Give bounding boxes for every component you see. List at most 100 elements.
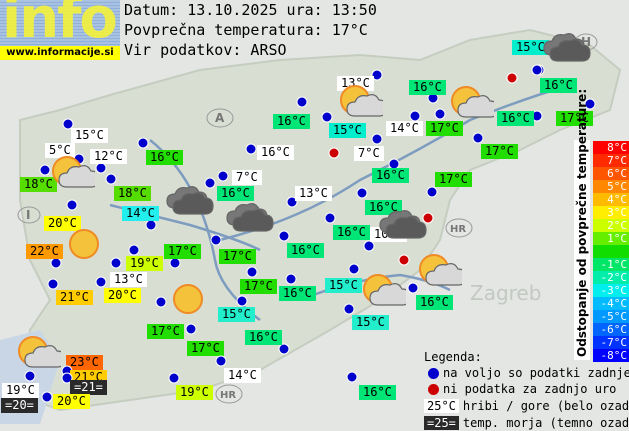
station-marker[interactable] bbox=[324, 212, 336, 224]
station-no-data-marker[interactable] bbox=[398, 254, 410, 266]
date-line: Datum: 13.10.2025 ura: 13:50 bbox=[124, 1, 377, 19]
station-marker[interactable] bbox=[434, 108, 446, 120]
temperature-label: 16°C bbox=[372, 168, 409, 183]
station-marker[interactable] bbox=[50, 257, 62, 269]
station-marker[interactable] bbox=[286, 196, 298, 208]
station-marker[interactable] bbox=[531, 64, 543, 76]
station-marker[interactable] bbox=[95, 276, 107, 288]
temperature-label: 22°C bbox=[26, 244, 63, 259]
scale-row bbox=[593, 245, 629, 258]
station-marker[interactable] bbox=[343, 303, 355, 315]
scale-row: -6°C bbox=[593, 323, 629, 336]
station-marker[interactable] bbox=[137, 137, 149, 149]
data-source-line: Vir podatkov: ARSO bbox=[124, 41, 287, 59]
station-marker[interactable] bbox=[95, 162, 107, 174]
station-marker[interactable] bbox=[236, 295, 248, 307]
temperature-label: 19°C bbox=[126, 256, 163, 271]
station-marker[interactable] bbox=[426, 186, 438, 198]
station-marker[interactable] bbox=[278, 230, 290, 242]
station-marker[interactable] bbox=[185, 323, 197, 335]
station-marker[interactable] bbox=[210, 234, 222, 246]
mountain-temperature-label: 16°C bbox=[257, 145, 294, 160]
station-marker[interactable] bbox=[356, 187, 368, 199]
station-marker[interactable] bbox=[105, 173, 117, 185]
city-label-zagreb: Zagreb bbox=[470, 281, 541, 305]
station-marker[interactable] bbox=[285, 273, 297, 285]
sun-cloud-icon bbox=[11, 333, 66, 377]
sun-cloud-icon bbox=[444, 83, 499, 127]
scale-row: 7°C bbox=[593, 154, 629, 167]
station-marker[interactable] bbox=[39, 164, 51, 176]
temperature-label: 21°C bbox=[56, 290, 93, 305]
country-label-croatia: HR bbox=[450, 224, 466, 235]
station-no-data-marker[interactable] bbox=[328, 147, 340, 159]
temperature-label: 17°C bbox=[219, 249, 256, 264]
scale-row: -8°C bbox=[593, 349, 629, 362]
mountain-temperature-label: 19°C bbox=[2, 383, 39, 398]
station-marker[interactable] bbox=[278, 343, 290, 355]
temperature-label: 16°C bbox=[359, 385, 396, 400]
sun-cloud-icon bbox=[333, 82, 388, 126]
sun-cloud-icon bbox=[356, 271, 411, 315]
station-marker[interactable] bbox=[363, 240, 375, 252]
station-marker[interactable] bbox=[472, 132, 484, 144]
legend-mountain-sample: 25°C bbox=[424, 399, 459, 413]
station-marker[interactable] bbox=[155, 296, 167, 308]
station-marker[interactable] bbox=[215, 355, 227, 367]
temperature-label: 18°C bbox=[20, 177, 57, 192]
country-label-austria: A bbox=[215, 111, 225, 125]
temperature-label: 16°C bbox=[365, 200, 402, 215]
station-marker[interactable] bbox=[245, 143, 257, 155]
legend-sea-sample: =25= bbox=[424, 416, 459, 430]
scale-row: -1°C bbox=[593, 258, 629, 271]
scale-title: Odstopanje od povprečne temperature: bbox=[574, 89, 590, 360]
logo[interactable]: info www.informacije.si bbox=[0, 0, 120, 60]
station-marker[interactable] bbox=[246, 266, 258, 278]
temperature-label: 15°C bbox=[329, 123, 366, 138]
temperature-label: 15°C bbox=[352, 315, 389, 330]
station-marker[interactable] bbox=[409, 110, 421, 122]
station-marker[interactable] bbox=[584, 98, 596, 110]
mountain-temperature-label: 13°C bbox=[110, 272, 147, 287]
temperature-label: 16°C bbox=[333, 225, 370, 240]
temperature-label: 16°C bbox=[416, 295, 453, 310]
station-marker[interactable] bbox=[169, 257, 181, 269]
mountain-temperature-label: 7°C bbox=[232, 170, 262, 185]
station-marker[interactable] bbox=[62, 118, 74, 130]
scale-row: 5°C bbox=[593, 180, 629, 193]
logo-url[interactable]: www.informacije.si bbox=[0, 46, 120, 60]
scale-row: 1°C bbox=[593, 232, 629, 245]
scale-row: -4°C bbox=[593, 297, 629, 310]
country-label-italy: I bbox=[26, 208, 30, 222]
mountain-temperature-label: 14°C bbox=[386, 121, 423, 136]
station-marker[interactable] bbox=[128, 244, 140, 256]
station-marker[interactable] bbox=[346, 371, 358, 383]
station-marker[interactable] bbox=[47, 278, 59, 290]
temperature-label: 17°C bbox=[240, 279, 277, 294]
legend-title: Legenda: bbox=[424, 350, 482, 364]
station-marker[interactable] bbox=[217, 170, 229, 182]
station-marker[interactable] bbox=[348, 263, 360, 275]
station-marker[interactable] bbox=[321, 111, 333, 123]
legend-mountain-text: hribi / gore (belo ozadje) bbox=[462, 399, 629, 413]
station-marker[interactable] bbox=[407, 282, 419, 294]
station-marker[interactable] bbox=[110, 257, 122, 269]
temperature-label: 19°C bbox=[176, 385, 213, 400]
station-marker[interactable] bbox=[168, 372, 180, 384]
sun-icon bbox=[166, 281, 216, 325]
station-marker[interactable] bbox=[61, 372, 73, 384]
temperature-label: 16°C bbox=[273, 114, 310, 129]
station-marker[interactable] bbox=[41, 391, 53, 403]
scale-row: 6°C bbox=[593, 167, 629, 180]
station-marker[interactable] bbox=[145, 219, 157, 231]
station-marker[interactable] bbox=[204, 177, 216, 189]
station-no-data-marker[interactable] bbox=[422, 212, 434, 224]
station-marker[interactable] bbox=[24, 370, 36, 382]
station-marker[interactable] bbox=[371, 133, 383, 145]
cloud-icon bbox=[542, 33, 592, 77]
station-marker[interactable] bbox=[66, 199, 78, 211]
station-no-data-marker[interactable] bbox=[506, 72, 518, 84]
station-marker[interactable] bbox=[296, 96, 308, 108]
station-marker[interactable] bbox=[371, 69, 383, 81]
country-label-croatia-south: HR bbox=[220, 390, 236, 401]
